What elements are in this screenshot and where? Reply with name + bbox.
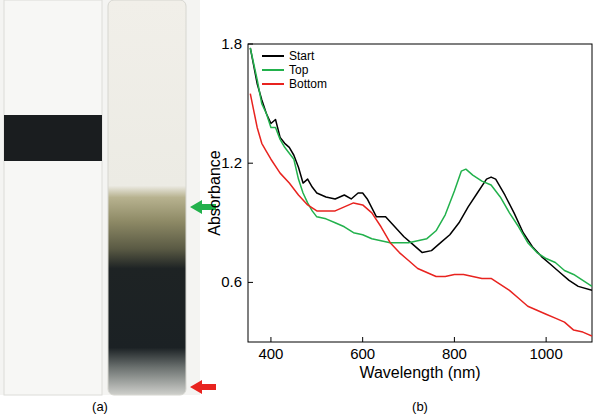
y-tick xyxy=(248,44,253,45)
plot-frame xyxy=(248,44,592,342)
tube-right xyxy=(108,0,186,395)
y-tick-label: 1.8 xyxy=(221,35,242,52)
series-line xyxy=(250,48,592,290)
bottom-arrow xyxy=(190,380,216,394)
x-tick xyxy=(362,337,363,342)
legend-swatch xyxy=(262,69,284,71)
panel-label: (b) xyxy=(412,399,428,414)
x-tick-label: 1000 xyxy=(529,345,562,362)
x-tick xyxy=(454,337,455,342)
x-tick xyxy=(270,337,271,342)
y-tick xyxy=(248,163,253,164)
photo-panel xyxy=(0,0,216,395)
x-tick-label: 400 xyxy=(258,345,283,362)
y-tick-label: 0.6 xyxy=(221,273,242,290)
panel-label: (a) xyxy=(92,399,108,414)
legend-label: Start xyxy=(289,49,315,63)
x-tick xyxy=(546,337,547,342)
legend-label: Top xyxy=(289,63,309,77)
x-tick-label: 800 xyxy=(442,345,467,362)
tube-left xyxy=(4,0,102,395)
y-tick xyxy=(248,282,253,283)
legend-swatch xyxy=(262,83,284,85)
y-tick-label: 1.2 xyxy=(221,154,242,171)
legend-swatch xyxy=(262,55,284,57)
legend: StartTopBottom xyxy=(262,49,327,91)
series-group xyxy=(250,48,592,336)
x-tick-label: 600 xyxy=(350,345,375,362)
photo-background xyxy=(0,0,200,395)
legend-label: Bottom xyxy=(289,77,327,91)
tube-left-band xyxy=(4,115,102,161)
series-line xyxy=(250,48,592,286)
y-axis-title: Absorbance xyxy=(206,150,223,235)
figure: (a) (b) 400 600 800 1000 0.6 1.2 1.8 Wavelength (… xyxy=(0,0,600,417)
series-line xyxy=(250,94,592,336)
x-axis-title: Wavelength (nm) xyxy=(359,364,480,381)
axes: 400 600 800 1000 0.6 1.2 1.8 xyxy=(221,35,592,362)
